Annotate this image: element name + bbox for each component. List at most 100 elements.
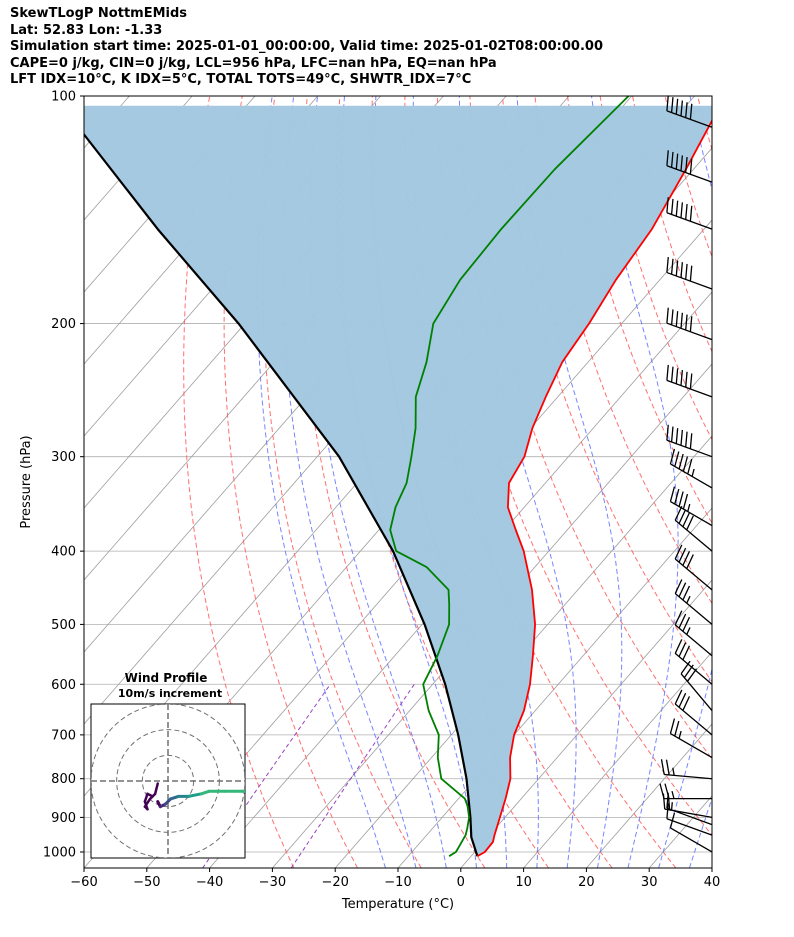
wind-barb (662, 793, 713, 819)
barb-half (671, 790, 675, 799)
wind-barb (666, 803, 713, 836)
barb-full (689, 316, 693, 332)
moist-adiabat (257, 96, 386, 868)
barb-shaft (670, 732, 713, 759)
barb-full (689, 103, 693, 120)
dry-adiabat (534, 96, 712, 605)
barb-full (685, 371, 688, 388)
barb-shaft (666, 818, 713, 836)
barb-full (664, 783, 670, 799)
wind-barb (674, 505, 713, 552)
x-tick-label: −50 (133, 875, 160, 890)
barb-full (685, 263, 688, 280)
barb-full (680, 429, 684, 446)
barb-full (678, 491, 684, 507)
barb-half (687, 503, 691, 512)
barb-full (682, 696, 691, 711)
dry-adiabat (469, 96, 712, 760)
barb-shaft (674, 593, 713, 625)
x-tick-label: 40 (704, 875, 721, 890)
barb-half (678, 730, 682, 739)
barb-full (680, 262, 684, 278)
barb-shaft (666, 212, 713, 230)
y-tick-label: 100 (51, 90, 76, 105)
barb-half (691, 468, 695, 477)
hodograph-trace-low (143, 792, 149, 803)
moist-adiabat (751, 96, 794, 868)
wind-barb (659, 783, 712, 800)
barb-full (678, 642, 687, 657)
barb-full (678, 547, 687, 563)
barb-full (670, 151, 674, 168)
barb-full (685, 157, 688, 173)
barb-full (689, 433, 693, 449)
barb-full (674, 639, 683, 654)
barb-shaft (664, 808, 713, 819)
barb-full (660, 759, 665, 775)
barb-full (675, 98, 679, 115)
barb-full (678, 613, 687, 629)
barb-full (686, 515, 694, 531)
barb-shaft (674, 558, 713, 591)
barb-full (686, 554, 694, 569)
barb-full (680, 202, 684, 218)
barb-full (682, 585, 691, 601)
isotherm-line (586, 723, 712, 868)
barb-full (670, 97, 674, 113)
isotherm-line (648, 795, 712, 868)
dry-adiabat (763, 96, 794, 868)
moist-adiabat (720, 96, 794, 868)
isotherm-line (272, 363, 712, 868)
wind-barb (660, 759, 713, 780)
barb-full (678, 509, 687, 524)
barb-full (680, 660, 691, 675)
time-line: Simulation start time: 2025-01-01_00:00:… (10, 39, 603, 55)
barb-full (666, 307, 669, 324)
x-tick-label: −60 (70, 875, 97, 890)
x-tick-label: 10 (515, 875, 532, 890)
barb-full (666, 95, 669, 111)
hodograph (91, 704, 245, 858)
barb-shaft (666, 439, 713, 458)
isotherm-line (711, 867, 712, 868)
barb-full (674, 505, 683, 521)
barb-full (674, 451, 680, 467)
barb-full (674, 720, 680, 737)
hodograph-trace (187, 792, 203, 798)
y-tick-label: 500 (51, 618, 76, 633)
dry-adiabat (567, 96, 712, 524)
barb-half (686, 627, 691, 635)
barb-shaft (680, 673, 713, 711)
barb-full (670, 309, 674, 325)
wind-barb (666, 424, 713, 458)
barb-full (682, 616, 691, 632)
barb-full (670, 258, 674, 275)
barb-full (674, 579, 683, 594)
moist-adiabat (591, 96, 679, 868)
moist-adiabat (516, 96, 623, 868)
wind-barb (666, 150, 713, 183)
x-tick-label: −30 (259, 875, 286, 890)
barb-full (666, 197, 669, 213)
dry-adiabat (262, 96, 422, 868)
barb-full (666, 364, 669, 381)
barb-full (674, 488, 680, 505)
barb-full (666, 803, 669, 819)
cape-line: CAPE=0 j/kg, CIN=0 j/kg, LCL=956 hPa, LF… (10, 55, 497, 71)
cin-shading (84, 105, 712, 857)
barb-full (670, 426, 674, 443)
wind-barb (669, 718, 713, 759)
barb-full (680, 312, 684, 329)
x-axis-label: Temperature (°C) (341, 897, 454, 912)
axes: −60 −50 −40 −30 −20 −10 0 10 20 30 40 1000 900 800 700… (43, 90, 720, 891)
wind-barb (674, 579, 713, 625)
temperature-line (476, 118, 712, 857)
barb-full (669, 486, 676, 502)
wind-barb (669, 448, 713, 489)
barb-full (675, 153, 679, 170)
barb-shaft (670, 500, 713, 527)
isotherm-line (334, 435, 712, 868)
y-tick-label: 800 (51, 772, 76, 787)
barb-shaft (666, 322, 713, 341)
